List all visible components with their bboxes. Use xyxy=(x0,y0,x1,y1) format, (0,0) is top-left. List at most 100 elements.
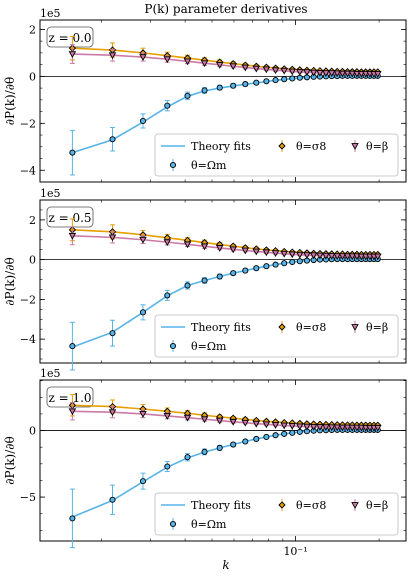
data-point-beta xyxy=(353,253,361,261)
data-point-beta xyxy=(296,69,304,76)
data-point-beta xyxy=(338,424,347,432)
legend-box xyxy=(154,492,399,536)
y-multiplier: 1e5 xyxy=(40,187,61,200)
plot-frame xyxy=(39,199,407,364)
data-point-omega-m xyxy=(109,330,116,337)
data-point-beta xyxy=(200,60,209,68)
data-point-beta xyxy=(108,52,117,60)
data-point-beta xyxy=(348,424,357,432)
data-point-beta xyxy=(68,51,77,58)
data-point-beta xyxy=(343,253,352,261)
data-point-omega-m xyxy=(69,515,76,522)
data-point-beta xyxy=(288,68,297,76)
legend-sigma8-label: θ=σ8 xyxy=(296,499,326,512)
legend-sigma8-label: θ=σ8 xyxy=(296,321,326,334)
data-point-omega-m xyxy=(109,136,116,143)
data-point-omega-m xyxy=(263,433,270,440)
data-point-omega-m xyxy=(263,263,270,270)
data-point-beta xyxy=(316,69,324,77)
legend-omega-marker xyxy=(169,161,177,169)
data-point-omega-m xyxy=(139,117,147,125)
data-point-beta xyxy=(229,418,237,426)
data-point-omega-m xyxy=(263,78,270,85)
legend-beta-marker xyxy=(351,502,359,509)
panel-1: −4 −2 0 2 1e5 ∂P(k)/∂θ z = 0.0 Theory fits θ=Ωm θ… xyxy=(3,7,407,183)
data-point-beta xyxy=(348,70,357,78)
legend-box xyxy=(154,133,399,177)
y-axis-label: ∂P(k)/∂θ xyxy=(3,77,17,125)
panel-label-box xyxy=(46,386,94,408)
data-point-beta xyxy=(262,66,271,74)
legend-omega-label: θ=Ωm xyxy=(191,518,227,531)
y-axis-label: ∂P(k)/∂θ xyxy=(3,436,17,484)
data-point-beta xyxy=(163,239,172,247)
legend-beta-marker xyxy=(351,324,359,331)
data-point-beta xyxy=(183,58,192,66)
panel-label: z = 0.5 xyxy=(46,206,94,228)
data-point-omega-m xyxy=(281,430,288,437)
data-point-beta xyxy=(303,252,311,259)
legend: Theory fits θ=Ωm θ=σ8 θ=β xyxy=(154,133,399,177)
data-point-omega-m xyxy=(230,82,237,89)
legend-omega-marker xyxy=(169,520,177,528)
legend-theory-label: Theory fits xyxy=(191,499,251,512)
legend-beta-marker xyxy=(351,143,359,150)
data-point-beta xyxy=(280,67,288,75)
data-point-omega-m xyxy=(164,463,171,470)
panels-group: −4 −2 0 2 1e5 ∂P(k)/∂θ z = 0.0 Theory fits θ=Ωm θ… xyxy=(3,7,407,558)
data-point-omega-m xyxy=(201,277,208,284)
legend: Theory fits θ=Ωm θ=σ8 θ=β xyxy=(154,492,399,536)
x-tick-label: 10⁻¹ xyxy=(283,545,307,558)
panel-label: z = 0.0 xyxy=(46,26,94,48)
data-point-beta xyxy=(343,424,352,432)
figure-title: P(k) parameter derivatives xyxy=(144,2,307,16)
legend-theory-label: Theory fits xyxy=(191,321,251,334)
data-point-beta xyxy=(139,54,147,62)
data-point-omega-m xyxy=(109,496,116,503)
data-point-omega-m xyxy=(253,435,260,442)
data-point-omega-m xyxy=(201,87,208,94)
data-point-beta xyxy=(241,64,250,72)
data-point-beta xyxy=(322,70,330,77)
y-multiplier: 1e5 xyxy=(40,367,61,380)
data-point-beta xyxy=(296,423,304,431)
plot-frame xyxy=(39,19,407,183)
series-beta xyxy=(68,402,382,432)
data-point-beta xyxy=(280,250,288,258)
data-point-omega-m xyxy=(272,77,279,84)
data-point-beta xyxy=(241,247,250,255)
data-point-omega-m xyxy=(216,84,223,91)
data-point-beta xyxy=(252,420,261,428)
data-point-omega-m xyxy=(201,448,208,455)
legend-sigma8-marker xyxy=(278,501,286,509)
data-point-omega-m xyxy=(242,81,249,88)
data-point-omega-m xyxy=(296,258,303,265)
data-point-beta xyxy=(163,56,172,64)
legend-beta-label: θ=β xyxy=(366,321,388,334)
data-point-beta xyxy=(163,413,172,420)
data-point-omega-m xyxy=(281,76,288,83)
y-tick-label: −4 xyxy=(20,164,36,177)
data-point-beta xyxy=(338,70,347,78)
data-point-beta xyxy=(108,234,117,242)
data-point-omega-m xyxy=(289,429,296,436)
data-point-beta xyxy=(316,252,324,260)
data-point-beta xyxy=(68,232,77,240)
y-tick-label: −4 xyxy=(20,333,36,346)
data-point-omega-m xyxy=(289,258,296,266)
legend-omega-label: θ=Ωm xyxy=(191,340,227,353)
data-point-omega-m xyxy=(139,478,147,485)
data-point-omega-m xyxy=(216,444,223,451)
legend-beta-label: θ=β xyxy=(366,140,388,153)
data-point-omega-m xyxy=(242,267,249,274)
data-point-omega-m xyxy=(164,102,171,109)
legend-sigma8-marker xyxy=(278,142,286,150)
data-point-beta xyxy=(309,423,318,431)
data-point-beta xyxy=(309,252,318,260)
data-point-beta xyxy=(139,411,147,418)
x-axis-label: k xyxy=(222,558,229,572)
y-tick-label: 2 xyxy=(29,214,36,227)
data-point-beta xyxy=(357,70,366,78)
series-beta xyxy=(68,226,382,261)
